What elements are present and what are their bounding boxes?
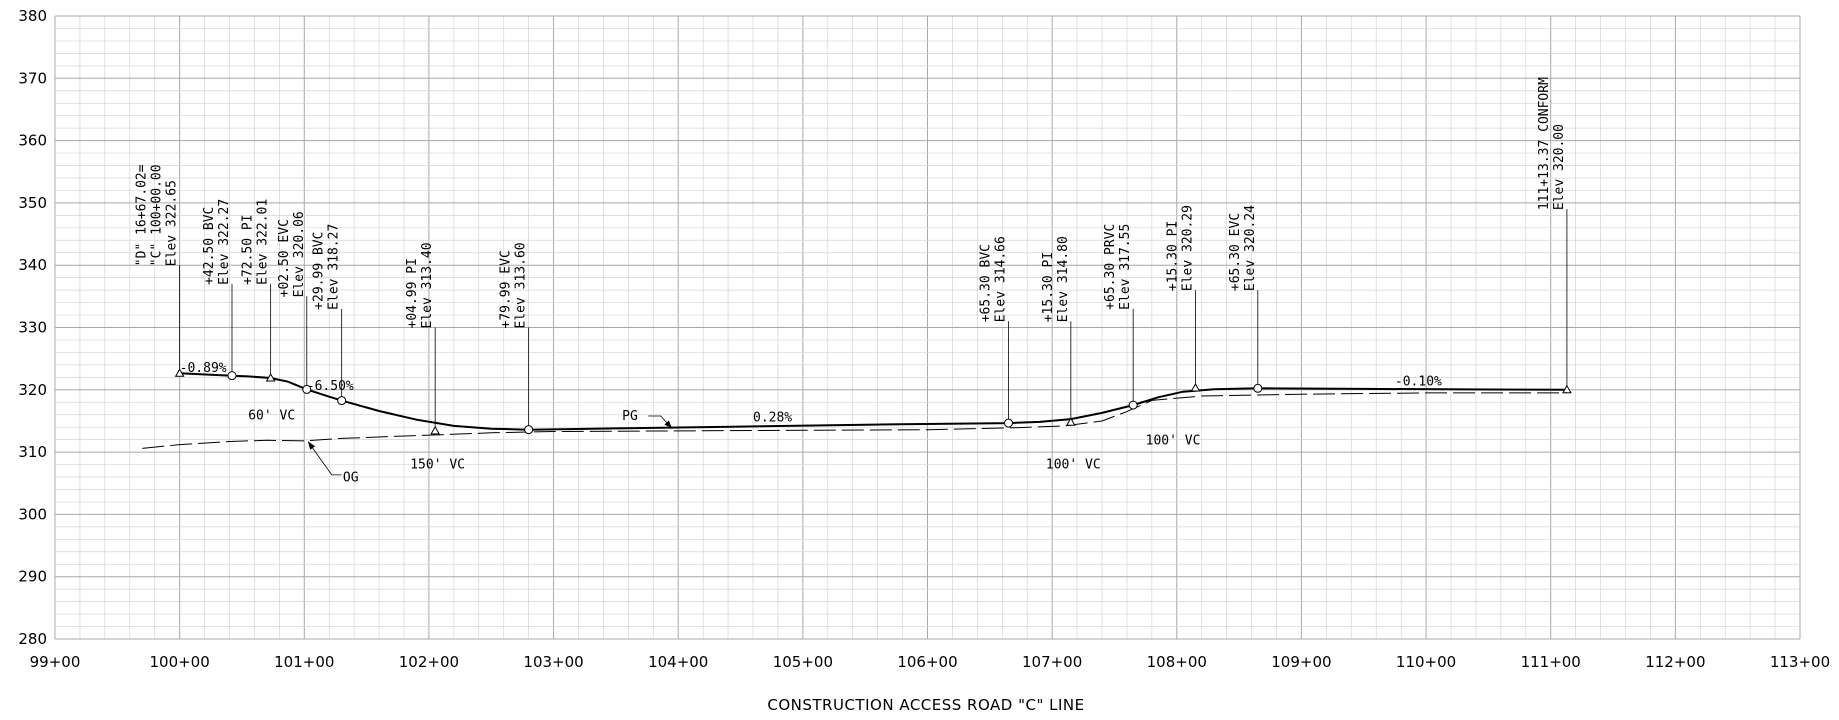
x-tick-label: 112+00 <box>1645 653 1705 671</box>
x-tick-label: 105+00 <box>773 653 833 671</box>
y-tick-label: 280 <box>18 630 47 648</box>
station-label: +04.99 PI <box>405 258 420 328</box>
pg-line <box>179 372 1567 431</box>
station-label: Elev 320.29 <box>1180 205 1195 291</box>
station-label: Elev 320.06 <box>292 211 307 297</box>
pi-point-marker <box>1190 382 1201 392</box>
profile-annotation: 150' VC <box>410 457 465 472</box>
leader-label: PG <box>622 409 638 424</box>
station-label: +79.99 EVC <box>499 250 514 328</box>
y-tick-label: 310 <box>18 443 47 461</box>
station-label: "C" 100+00.00 <box>150 164 165 266</box>
station-label: 111+13.37 CONFORM <box>1537 77 1552 210</box>
y-tick-label: 380 <box>18 7 47 25</box>
leader-line <box>307 441 342 476</box>
x-tick-label: 111+00 <box>1521 653 1581 671</box>
curve-point-marker <box>1128 400 1138 410</box>
station-label: Elev 320.00 <box>1552 124 1567 210</box>
y-tick-label: 340 <box>18 256 47 274</box>
station-label: Elev 320.24 <box>1243 205 1258 291</box>
x-tick-label: 101+00 <box>274 653 334 671</box>
station-label: "D" 16+67.02= <box>135 164 150 266</box>
x-tick-label: 113+00 <box>1770 653 1830 671</box>
x-tick-label: 100+00 <box>149 653 209 671</box>
x-tick-label: 99+00 <box>30 653 81 671</box>
pi-point-marker <box>174 368 185 377</box>
station-label: +29.99 BVC <box>312 232 327 310</box>
curve-point-marker <box>337 396 347 406</box>
pi-point-marker <box>430 425 441 435</box>
pi-point-marker <box>265 372 276 382</box>
profile-annotation: -6.50% <box>307 379 354 394</box>
leader-label: OG <box>343 471 359 486</box>
x-tick-label: 103+00 <box>523 653 583 671</box>
station-label: +65.30 BVC <box>979 244 994 322</box>
x-tick-label: 102+00 <box>399 653 459 671</box>
y-tick-label: 300 <box>18 505 47 523</box>
x-axis-ticks: 99+00 100+00 101+00 102+00 103+00 104+00 105+0… <box>30 653 1831 671</box>
curve-point-marker <box>227 371 237 381</box>
curve-point-marker <box>524 425 534 435</box>
station-label: +65.30 EVC <box>1228 213 1243 291</box>
curve-point-marker <box>1004 418 1014 428</box>
station-label: Elev 322.27 <box>217 199 232 285</box>
y-tick-label: 350 <box>18 194 47 212</box>
station-label: Elev 318.27 <box>327 224 342 310</box>
station-label: +42.50 BVC <box>202 207 217 285</box>
station-label: +15.30 PI <box>1041 252 1056 322</box>
station-label: Elev 322.01 <box>256 199 271 285</box>
profile-annotation: 100' VC <box>1046 457 1101 472</box>
grid <box>54 15 1801 640</box>
station-label: +72.50 PI <box>241 214 256 284</box>
og-line <box>142 392 1567 449</box>
station-label: Elev 317.55 <box>1118 224 1133 310</box>
pi-point-marker <box>1065 417 1076 426</box>
x-tick-label: 106+00 <box>897 653 957 671</box>
annotations: -0.89% -6.50% 0.28% -0.10% 60' VC 150' VC 100'… <box>180 361 1442 486</box>
y-tick-label: 330 <box>18 319 47 337</box>
station-label: Elev 322.65 <box>165 180 180 266</box>
station-labels: "D" 16+67.02= "C" 100+00.00 Elev 322.65 +42… <box>135 77 1572 435</box>
x-tick-label: 107+00 <box>1022 653 1082 671</box>
y-axis-ticks: 280 290 300 310 320 330 340 350 360 370 380 <box>18 7 47 648</box>
station-label: Elev 313.40 <box>420 242 435 328</box>
curve-point-marker <box>302 384 312 394</box>
drawing-title: CONSTRUCTION ACCESS ROAD "C" LINE <box>767 696 1084 714</box>
y-tick-label: 290 <box>18 568 47 586</box>
curve-point-marker <box>1253 383 1263 393</box>
profile-annotation: -0.89% <box>180 361 227 376</box>
leader-arrowhead <box>308 441 316 450</box>
profile-annotation: 100' VC <box>1146 434 1201 449</box>
y-tick-label: 370 <box>18 69 47 87</box>
station-label: +02.50 EVC <box>277 219 292 297</box>
x-tick-label: 110+00 <box>1396 653 1456 671</box>
leader-arrowhead <box>664 420 672 429</box>
profile-annotation: 0.28% <box>753 411 792 426</box>
profile-annotation: 60' VC <box>248 409 295 424</box>
pi-point-marker <box>1562 384 1572 394</box>
station-label: Elev 313.60 <box>514 242 529 328</box>
station-label: Elev 314.80 <box>1056 236 1071 322</box>
profile-annotation: -0.10% <box>1395 374 1442 389</box>
station-label: +15.30 PI <box>1165 221 1180 291</box>
profile-lines <box>142 372 1567 449</box>
y-tick-label: 320 <box>18 381 47 399</box>
station-label: Elev 314.66 <box>994 236 1009 322</box>
station-label: +65.30 PRVC <box>1103 224 1118 310</box>
y-tick-label: 360 <box>18 132 47 150</box>
x-tick-label: 108+00 <box>1147 653 1207 671</box>
x-tick-label: 104+00 <box>648 653 708 671</box>
x-tick-label: 109+00 <box>1271 653 1331 671</box>
